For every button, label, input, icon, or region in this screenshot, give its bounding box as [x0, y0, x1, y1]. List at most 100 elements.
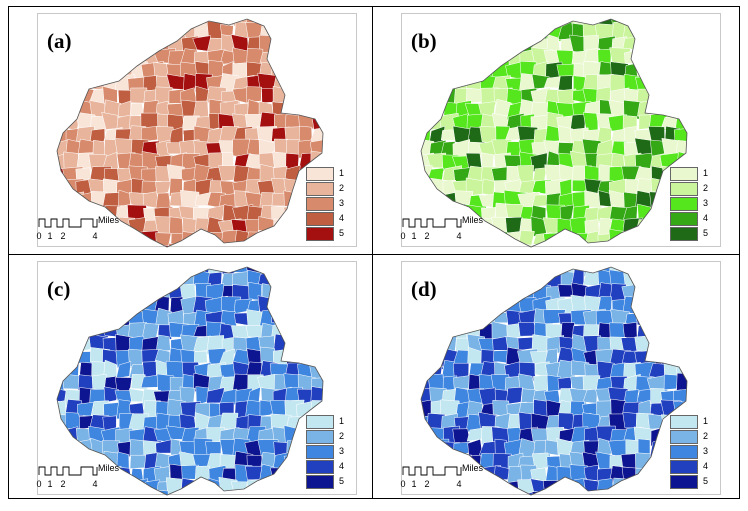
scale-tick-label: 4 [92, 231, 97, 241]
map-district [285, 311, 303, 329]
map-district [676, 310, 687, 326]
map-district [321, 271, 323, 291]
map-district [38, 442, 56, 454]
map-district [309, 126, 323, 143]
legend-label: 4 [703, 213, 709, 223]
scale-tick-label: 1 [47, 479, 52, 489]
map-district [440, 492, 462, 495]
map-district [532, 267, 554, 275]
map-district [466, 21, 486, 41]
map-district [673, 100, 687, 120]
map-district [310, 138, 323, 156]
map-district [77, 295, 97, 314]
map-district [688, 138, 707, 157]
map-district [298, 19, 316, 27]
map-district [421, 386, 423, 403]
map-district [635, 219, 655, 235]
scale-tick-label: 4 [92, 479, 97, 489]
map-district [57, 113, 68, 132]
map-district [635, 467, 655, 482]
map-district [421, 267, 423, 279]
map-district [166, 267, 185, 276]
map-district [75, 35, 97, 53]
map-district [261, 87, 275, 104]
map-district [298, 308, 316, 329]
panel-a: (a) 1 2 3 4 5 Miles 0 1 2 4 [9, 7, 372, 254]
map-district [78, 284, 99, 304]
legend-label: 4 [703, 461, 709, 471]
map-district [57, 337, 73, 353]
map-district [37, 180, 55, 196]
map-district [296, 34, 315, 57]
map-district [324, 139, 342, 154]
map-district [542, 480, 564, 495]
map-district [62, 490, 82, 495]
map-district [273, 218, 294, 236]
legend-label: 5 [339, 228, 345, 238]
map-district [74, 75, 99, 90]
map-district [506, 246, 523, 247]
map-district [648, 321, 669, 343]
map-district [427, 492, 444, 495]
legend-swatch [306, 182, 334, 196]
legend-swatch [306, 212, 334, 226]
map-district [531, 19, 554, 30]
map-district [247, 491, 262, 495]
map-district [156, 19, 170, 26]
map-district [634, 269, 655, 288]
map-district [57, 179, 71, 195]
map-district [75, 245, 95, 247]
map-district [504, 19, 524, 27]
map-district [141, 36, 160, 55]
panel-label: (b) [411, 29, 437, 53]
map-district [154, 267, 176, 276]
map-district [648, 61, 669, 82]
panel-label: (d) [411, 277, 437, 301]
map-district [37, 153, 56, 172]
map-district [91, 244, 110, 247]
map-district [661, 346, 680, 366]
map-district [403, 310, 418, 326]
map-frame [401, 13, 721, 247]
map-district [674, 36, 687, 56]
map-district [63, 243, 82, 247]
map-district [153, 243, 172, 247]
map-district [441, 244, 458, 247]
map-district [452, 309, 472, 327]
map-district [78, 311, 95, 328]
map-district [608, 492, 628, 495]
map-district [325, 322, 340, 339]
legend: 1 2 3 4 5 [306, 167, 356, 247]
map-district [322, 309, 323, 328]
map-district [66, 440, 82, 461]
map-district [37, 429, 54, 444]
map-district [127, 269, 148, 288]
map-district [78, 61, 96, 78]
map-district [426, 59, 447, 79]
map-district [676, 283, 687, 299]
map-district [324, 77, 342, 93]
map-district [637, 490, 654, 495]
map-district [647, 243, 665, 247]
map-district [205, 244, 227, 247]
map-district [637, 283, 658, 304]
legend-label: 3 [703, 446, 709, 456]
map-district [404, 88, 419, 107]
map-district [674, 246, 687, 247]
map-district [284, 38, 307, 52]
scale-unit: Miles [98, 463, 120, 473]
map-district [325, 286, 341, 303]
map-district [402, 167, 420, 185]
map-district [312, 350, 323, 368]
map-district [284, 19, 303, 27]
map-district [271, 310, 288, 325]
map-district [325, 90, 340, 108]
map-district [130, 35, 148, 56]
legend-label: 2 [339, 431, 345, 441]
map-district [675, 335, 687, 355]
map-district [270, 273, 292, 287]
scale-unit: Miles [462, 463, 484, 473]
city-boundary [420, 18, 688, 248]
map-district [442, 33, 461, 54]
map-district [545, 19, 564, 28]
